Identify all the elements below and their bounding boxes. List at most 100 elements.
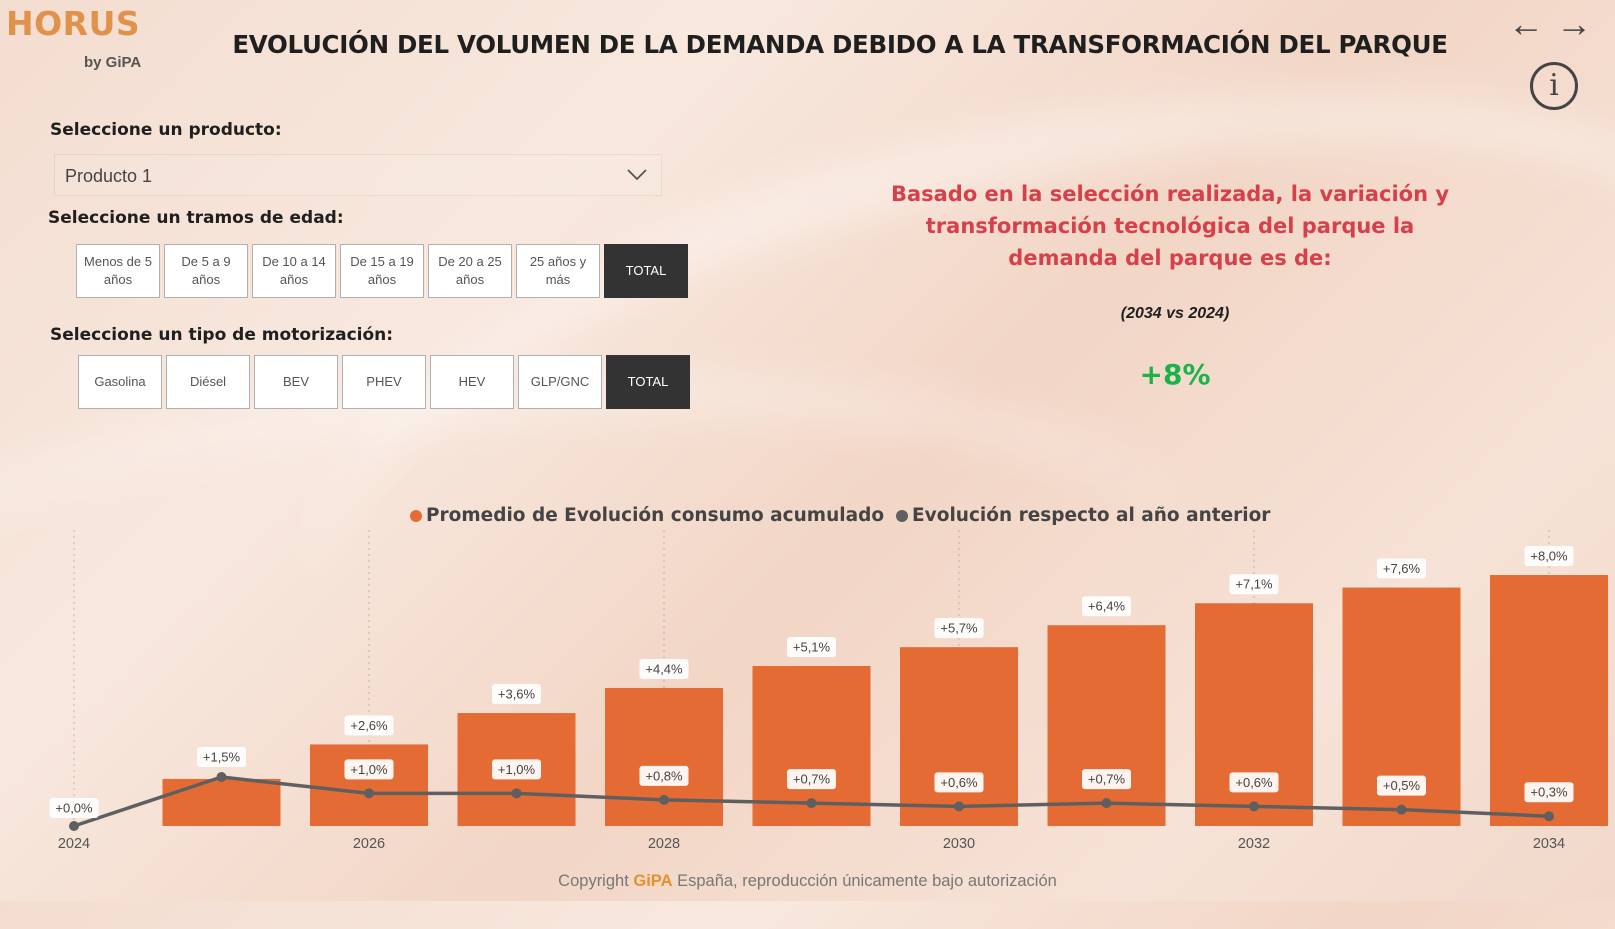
bar-data-label-bg: [492, 684, 541, 705]
bar: [605, 687, 723, 826]
x-tick-label: 2028: [648, 836, 680, 852]
engine-label: Seleccione un tipo de motorización:: [50, 325, 394, 345]
copyright-suffix: España, reproducción únicamente bajo aut…: [672, 872, 1057, 890]
bar-data-label: +6,4%: [1088, 599, 1126, 614]
legend-label-bars: Promedio de Evolución consumo acumulado: [426, 505, 885, 526]
line-point: [1101, 798, 1112, 809]
age-label: Seleccione un tramos de edad:: [48, 208, 344, 228]
engine-option-gasolina[interactable]: Gasolina: [78, 355, 162, 409]
line-point: [216, 772, 227, 782]
bar: [900, 647, 1018, 826]
line-data-label: +0,7%: [793, 772, 831, 787]
line-point: [69, 821, 79, 831]
age-option-5-9[interactable]: De 5 a 9 años: [164, 244, 248, 298]
age-button-group: Menos de 5 años De 5 a 9 años De 10 a 14…: [76, 244, 688, 298]
bar: [1047, 625, 1166, 826]
line-data-label-bg: [1082, 769, 1131, 790]
age-option-total[interactable]: TOTAL: [604, 244, 688, 298]
logo-text: HORUS: [6, 4, 141, 43]
x-tick-label: 2032: [1238, 836, 1270, 852]
x-tick-label: 2024: [58, 836, 90, 852]
age-option-under-5[interactable]: Menos de 5 años: [76, 244, 160, 298]
bar-data-label-bg: [1524, 546, 1574, 566]
legend-item-line[interactable]: Evolución respecto al año anterior: [896, 505, 1270, 526]
line-data-label-bg: [934, 772, 984, 793]
engine-option-hev[interactable]: HEV: [430, 355, 514, 409]
copyright-prefix: Copyright: [558, 872, 634, 890]
back-arrow-icon[interactable]: ←: [1508, 3, 1544, 44]
line-data-label: +1,0%: [498, 762, 536, 777]
bar-data-label: +7,6%: [1383, 561, 1421, 576]
bar-data-label: +5,7%: [940, 621, 978, 636]
age-option-25-plus[interactable]: 25 años y más: [516, 244, 600, 298]
line-data-label-bg: [492, 759, 541, 780]
bar-data-label: +8,0%: [1530, 549, 1568, 564]
forward-arrow-icon[interactable]: →: [1556, 3, 1592, 44]
product-dropdown-value: Producto 1: [65, 166, 153, 186]
summary-message: Basado en la selección realizada, la var…: [890, 182, 1450, 270]
bar-data-label-bg: [934, 618, 984, 639]
info-icon[interactable]: i: [1530, 62, 1578, 110]
line-data-label-bg: [197, 747, 246, 767]
bar-data-label-bg: [1229, 574, 1279, 595]
logo-byline: by GiPA: [84, 54, 142, 71]
bar: [1195, 603, 1313, 826]
line-point: [954, 801, 964, 812]
summary-result: +8%: [1139, 358, 1211, 391]
line-data-label: +1,0%: [350, 762, 388, 777]
line-data-label-bg: [1377, 775, 1426, 796]
bar-data-label: +2,6%: [350, 718, 388, 733]
evolution-chart: +2,6% +3,6% +4,4% +5,1% +5,7% +6,4% +7,1% +7,6%…: [49, 530, 1608, 852]
bar-data-label-bg: [1377, 558, 1426, 579]
line-point: [511, 788, 522, 799]
line-point: [1544, 811, 1554, 822]
engine-option-bev[interactable]: BEV: [254, 355, 338, 409]
bar: [310, 744, 428, 826]
x-tick-label: 2026: [353, 836, 385, 852]
line-data-label: +0,7%: [1088, 772, 1126, 787]
line-point: [1396, 804, 1407, 815]
bar-data-label: +3,6%: [498, 687, 536, 702]
line-point: [659, 794, 669, 805]
line-data-label: +0,6%: [940, 775, 978, 790]
line-point: [1249, 801, 1259, 812]
product-dropdown[interactable]: Producto 1: [54, 154, 662, 196]
line-data-label: +0,8%: [645, 768, 683, 783]
chevron-down-icon: [627, 169, 647, 181]
x-tick-label: 2030: [943, 836, 975, 852]
bar-data-label-bg: [344, 715, 394, 736]
legend-dot-bars: [410, 509, 422, 522]
bar-data-label-bg: [639, 658, 689, 679]
line-data-label: +0,0%: [55, 801, 93, 816]
product-label: Seleccione un producto:: [50, 120, 282, 140]
legend-item-bars[interactable]: Promedio de Evolución consumo acumulado: [410, 505, 884, 526]
line-point: [364, 788, 374, 799]
age-option-15-19[interactable]: De 15 a 19 años: [340, 244, 424, 298]
copyright-footer: Copyright GiPA España, reproducción únic…: [0, 872, 1615, 891]
line-data-label-bg: [787, 769, 836, 790]
engine-option-total[interactable]: TOTAL: [606, 355, 690, 409]
line-data-label: +0,6%: [1235, 775, 1273, 790]
line-data-label-bg: [1524, 782, 1574, 803]
line-data-label-bg: [344, 759, 394, 780]
engine-button-group: Gasolina Diésel BEV PHEV HEV GLP/GNC TOT…: [78, 355, 690, 409]
legend-label-line: Evolución respecto al año anterior: [912, 505, 1271, 526]
line-data-label-bg: [1229, 772, 1279, 793]
bar-data-label-bg: [787, 636, 836, 657]
chart-legend: Promedio de Evolución consumo acumulado …: [410, 505, 1270, 526]
engine-option-glp-gnc[interactable]: GLP/GNC: [518, 355, 602, 409]
line-data-label: +0,5%: [1383, 778, 1421, 793]
bar-data-label: +7,1%: [1235, 577, 1273, 592]
line-data-label: +0,3%: [1530, 785, 1568, 800]
line-data-label: +1,5%: [203, 750, 241, 765]
engine-option-phev[interactable]: PHEV: [342, 355, 426, 409]
line-point: [806, 798, 817, 809]
line-data-label-bg: [639, 765, 689, 786]
age-option-10-14[interactable]: De 10 a 14 años: [252, 244, 336, 298]
age-option-20-25[interactable]: De 20 a 25 años: [428, 244, 512, 298]
bar-data-label: +5,1%: [793, 639, 831, 654]
bar: [162, 778, 281, 826]
logo: HORUS by GiPA: [6, 4, 141, 71]
engine-option-diesel[interactable]: Diésel: [166, 355, 250, 409]
line-data-label-bg: [49, 798, 99, 818]
